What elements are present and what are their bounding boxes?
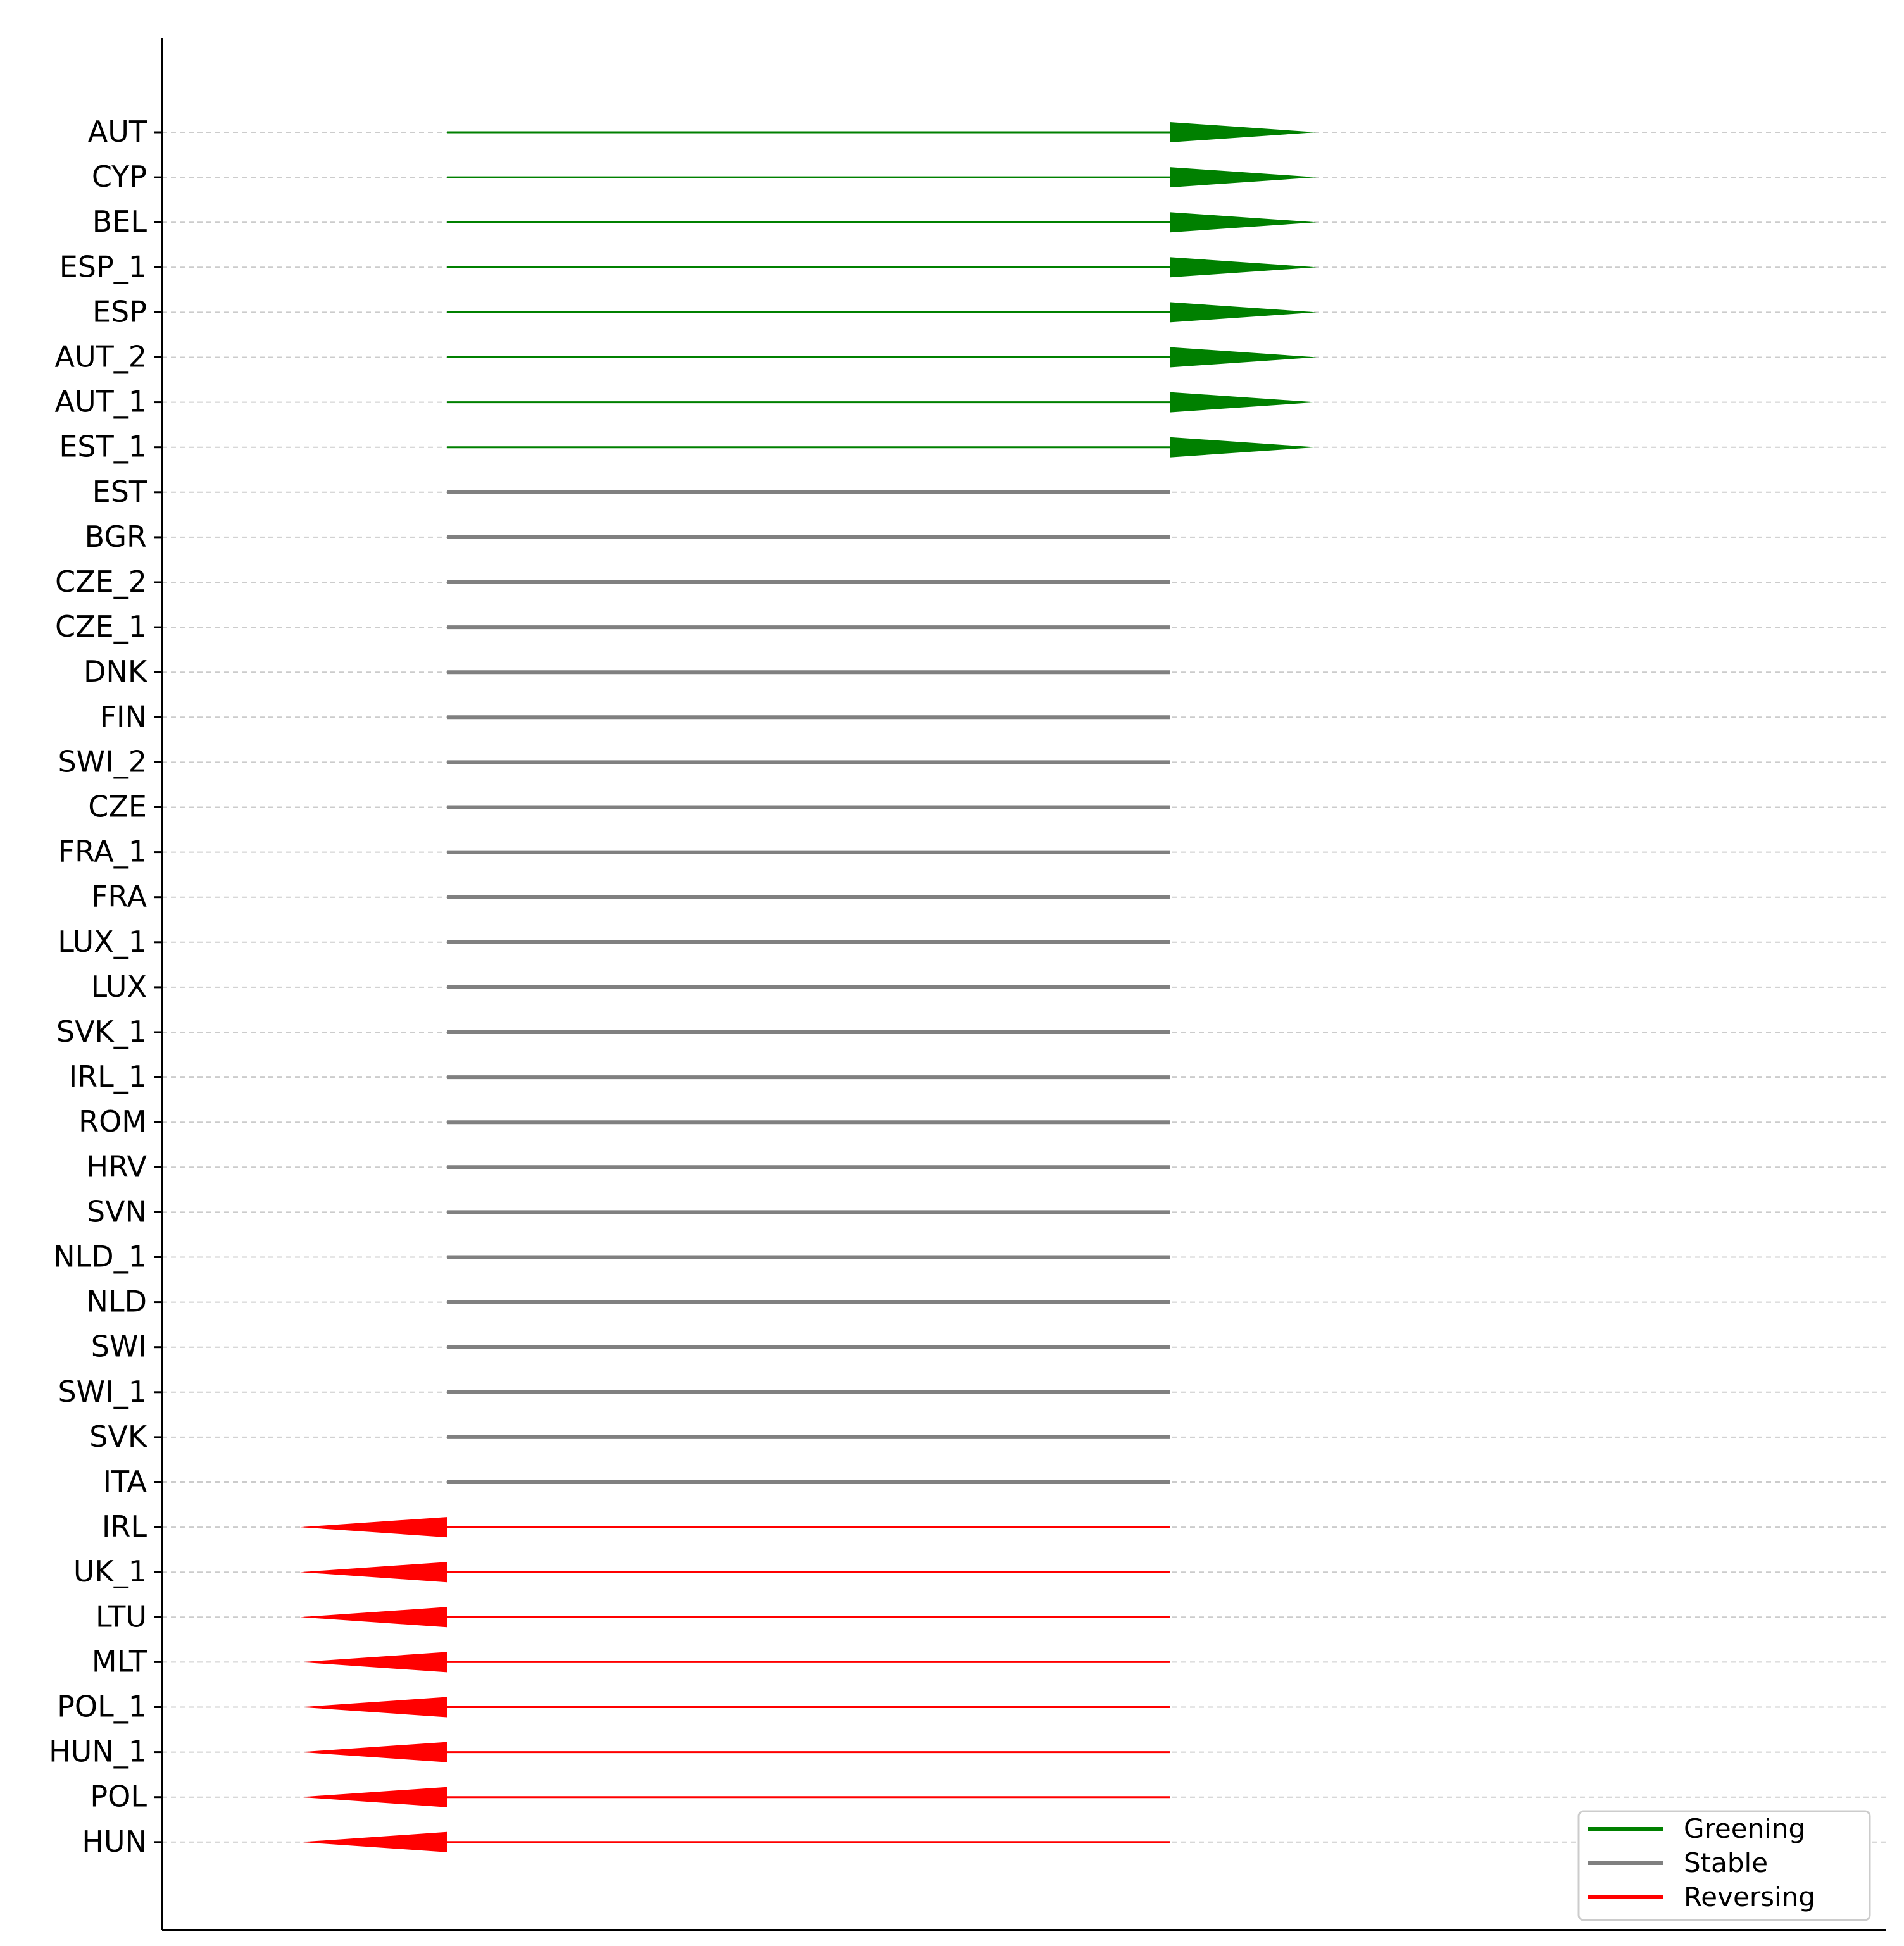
y-tick-label-pol_1: POL_1 [57,1690,147,1724]
y-tick-label-aut_1: AUT_1 [54,385,147,419]
y-tick-label-esp: ESP [92,294,147,328]
y-tick-label-ltu: LTU [96,1599,147,1633]
reversing-arrowhead-ltu [300,1607,447,1628]
y-tick-label-irl_1: IRL_1 [69,1059,147,1094]
y-tick-label-fin: FIN [100,699,147,733]
y-tick-label-cze_2: CZE_2 [55,564,147,599]
y-tick-label-svk_1: SVK_1 [56,1014,147,1049]
y-tick-label-aut_2: AUT_2 [54,340,147,374]
legend-box [1577,1810,1871,1921]
y-tick-label-fra: FRA [91,880,147,914]
reversing-arrowhead-hun_1 [300,1742,447,1762]
greening-arrowhead-aut [1170,122,1317,142]
y-tick-label-svn: SVN [87,1194,147,1228]
legend-label-reversing: Reversing [1684,1881,1815,1912]
y-tick-label-nld: NLD [87,1285,147,1319]
y-tick-label-esp_1: ESP_1 [60,249,147,284]
reversing-arrowhead-pol_1 [300,1697,447,1718]
y-tick-label-dnk: DNK [84,654,148,689]
y-tick-label-svk: SVK [89,1419,148,1454]
reversing-arrowhead-pol [300,1787,447,1807]
y-tick-label-aut: AUT [88,115,147,149]
greening-arrowhead-bel [1170,212,1317,233]
reversing-arrowhead-hun [300,1831,447,1852]
y-tick-label-swi_1: SWI_1 [58,1375,147,1409]
y-tick-label-nld_1: NLD_1 [53,1240,147,1274]
greening-arrowhead-aut_2 [1170,347,1317,368]
y-tick-label-mlt: MLT [92,1644,147,1678]
y-tick-label-lux: LUX [91,970,147,1004]
y-tick-label-hun_1: HUN_1 [49,1735,147,1769]
y-tick-label-cyp: CYP [92,159,147,194]
y-tick-label-hrv: HRV [86,1149,147,1183]
reversing-arrowhead-mlt [300,1652,447,1673]
reversing-arrowhead-uk_1 [300,1562,447,1583]
y-tick-label-rom: ROM [78,1104,147,1138]
y-tick-label-cze_1: CZE_1 [55,609,147,644]
y-tick-label-irl: IRL [102,1509,147,1544]
legend-label-greening: Greening [1684,1813,1805,1844]
y-tick-label-ita: ITA [103,1464,147,1499]
y-tick-label-uk_1: UK_1 [73,1554,147,1588]
greening-arrowhead-esp_1 [1170,257,1317,278]
y-tick-label-bel: BEL [92,204,147,239]
greening-arrowhead-est_1 [1170,437,1317,458]
y-tick-labels: AUT CYP BEL ESP_1 ESP AUT_2 AUT_1 EST_1 EST BGR CZ… [49,115,162,1859]
y-tick-label-swi: SWI [91,1330,147,1364]
y-tick-label-hun: HUN [82,1824,147,1859]
y-tick-label-lux_1: LUX_1 [58,925,147,959]
y-tick-label-bgr: BGR [85,520,147,554]
y-tick-label-cze: CZE [88,790,147,824]
legend-label-stable: Stable [1684,1847,1768,1878]
greening-arrowhead-esp [1170,302,1317,323]
y-tick-label-est_1: EST_1 [59,430,147,464]
y-tick-label-fra_1: FRA_1 [58,835,147,869]
greening-arrowhead-cyp [1170,167,1317,188]
greening-arrowhead-aut_1 [1170,392,1317,413]
chart-marks [300,122,1317,1852]
y-tick-label-swi_2: SWI_2 [58,744,147,778]
reversing-arrowhead-irl [300,1517,447,1538]
legend: Greening Stable Reversing [1577,1810,1871,1921]
y-tick-label-pol: POL [90,1780,147,1814]
y-tick-label-est: EST [92,475,147,509]
